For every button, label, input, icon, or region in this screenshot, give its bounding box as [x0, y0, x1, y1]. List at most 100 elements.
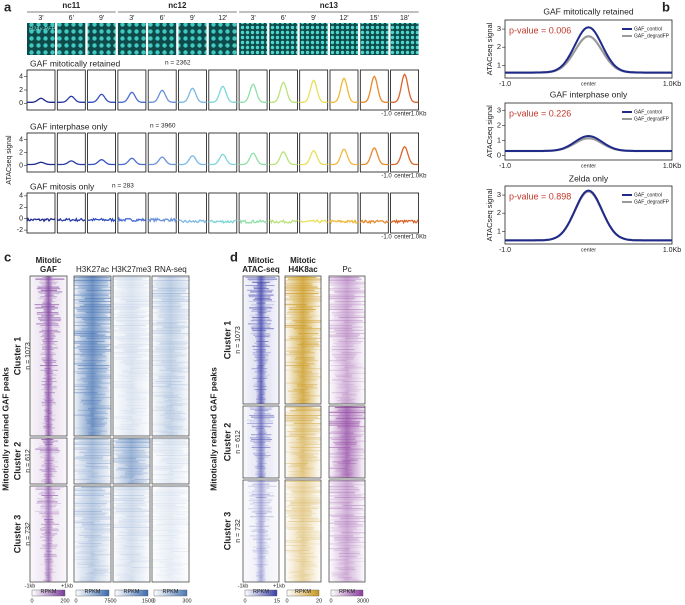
heatmap-row: [44, 549, 50, 551]
heatmap-row: [40, 563, 54, 565]
heatmap-row: [130, 560, 150, 562]
heatmap-row: [41, 507, 53, 509]
heatmap-row: [82, 360, 106, 362]
heatmap-row: [254, 519, 270, 521]
heatmap-row: [127, 466, 150, 468]
heatmap-row: [121, 519, 150, 520]
heatmap-row: [113, 304, 150, 306]
heatmap-row: [81, 531, 111, 533]
heatmap-row: [113, 458, 136, 460]
heatmap-row: [256, 524, 264, 526]
colorbar-label: RPKM: [253, 589, 269, 595]
y-tick-label: 2: [497, 120, 501, 129]
heatmap-row: [300, 342, 319, 344]
heatmap-row: [116, 579, 135, 581]
heatmap-row: [254, 305, 270, 307]
colorbar-tick: 0: [329, 598, 332, 604]
heatmap-row: [114, 358, 137, 360]
heatmap-row: [38, 499, 55, 501]
heatmap-row: [167, 568, 186, 570]
heatmap-row: [297, 530, 320, 532]
heatmap-row: [36, 501, 58, 503]
heatmap-row: [75, 552, 95, 554]
heatmap-row: [152, 305, 182, 307]
heatmap-row: [115, 511, 150, 512]
heatmap-row: [87, 445, 111, 447]
heatmap-row: [329, 323, 357, 325]
heatmap-row: [44, 385, 57, 387]
heatmap-row: [152, 333, 189, 334]
heatmap-row: [295, 408, 321, 410]
heatmap-row: [254, 357, 266, 358]
heatmap-row: [162, 458, 188, 460]
heatmap-row: [134, 479, 150, 480]
heatmap-row: [152, 543, 175, 544]
heatmap-row: [152, 297, 185, 299]
heatmap-row: [162, 442, 189, 444]
heatmap-row: [45, 538, 52, 540]
heatmap-row: [250, 320, 272, 322]
heatmap-row: [156, 490, 189, 492]
row-title: GAF mitotically retained: [30, 58, 120, 68]
heatmap-row: [286, 285, 313, 286]
heatmap-row: [255, 427, 264, 429]
heatmap-row: [329, 297, 355, 299]
heatmap-row: [39, 506, 56, 508]
heatmap-row: [47, 413, 52, 414]
profile-curve: [269, 218, 298, 225]
heatmap-row: [117, 395, 141, 397]
heatmap-row: [120, 554, 141, 556]
heatmap-row: [299, 376, 321, 378]
y-tick-label: 2: [497, 208, 501, 217]
heatmap-row: [329, 495, 362, 497]
time-label: 12': [218, 15, 227, 22]
heatmap-row: [78, 551, 104, 552]
heatmap-row: [152, 409, 175, 411]
heatmap-row: [45, 363, 53, 365]
heatmap-row: [41, 466, 59, 468]
heatmap-row: [152, 329, 181, 331]
heatmap-row: [166, 531, 189, 533]
heatmap-row: [337, 341, 364, 342]
side-label: Mitotically retained GAF peaks: [208, 367, 218, 491]
heatmap-row: [39, 326, 61, 328]
heatmap-row: [300, 377, 321, 379]
heatmap-row: [45, 568, 54, 570]
heatmap-row: [74, 469, 92, 471]
heatmap-row: [154, 498, 187, 500]
heatmap-row: [289, 397, 306, 398]
profile-curve: [360, 147, 389, 166]
heatmap-row: [161, 476, 183, 477]
heatmap-row: [40, 369, 58, 371]
heatmap-row: [152, 469, 174, 471]
profile-curve: [269, 151, 298, 166]
heatmap-row: [74, 371, 107, 373]
heatmap-row: [341, 532, 365, 534]
heatmap-row: [158, 277, 189, 278]
profile-curve: [27, 161, 55, 166]
heatmap-row: [79, 336, 111, 338]
heatmap-row: [74, 280, 111, 282]
heatmap-row: [44, 400, 54, 402]
heatmap-row: [287, 442, 318, 444]
heatmap-row: [159, 369, 183, 371]
heatmap-row: [255, 575, 265, 577]
heatmap-row: [153, 546, 179, 547]
signal-curve: [505, 189, 672, 242]
heatmap-row: [42, 341, 58, 342]
heatmap-row: [113, 290, 148, 291]
heatmap-row: [289, 352, 315, 354]
heatmap-row: [285, 541, 308, 543]
profile-curve: [299, 149, 328, 166]
heatmap-row: [114, 353, 147, 355]
heatmap-row: [343, 578, 359, 580]
heatmap-row: [75, 456, 104, 458]
heatmap-row: [113, 381, 134, 382]
heatmap-row: [153, 480, 172, 482]
heatmap-row: [285, 283, 312, 285]
heatmap-row: [154, 283, 189, 285]
heatmap-row: [84, 393, 106, 395]
heatmap-row: [334, 524, 364, 526]
heatmap-frame: [151, 485, 190, 583]
heatmap-row: [163, 397, 182, 398]
